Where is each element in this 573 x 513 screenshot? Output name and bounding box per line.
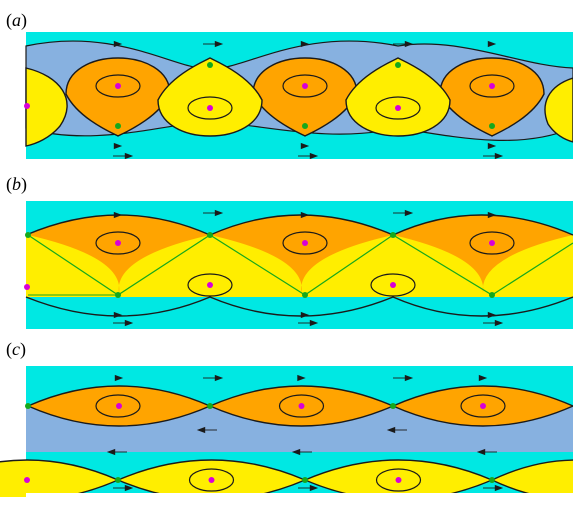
- streamline-arrowhead: [196, 426, 206, 434]
- separatrix-arrowhead: [113, 311, 123, 319]
- streamline-arrowhead: [214, 374, 224, 382]
- closed-streamline: [375, 96, 421, 120]
- saddle-point: [302, 477, 308, 483]
- closed-streamline: [188, 468, 235, 492]
- separatrix-arrowhead: [297, 374, 306, 382]
- saddle-point: [302, 292, 308, 298]
- streamline-arrowhead: [309, 319, 319, 327]
- closed-streamline: [469, 231, 515, 255]
- center-point: [395, 105, 401, 111]
- streamline-arrowhead: [214, 209, 224, 217]
- saddle-point: [390, 232, 396, 238]
- saddle-point: [395, 62, 401, 68]
- yellow-vortex-cell: [490, 459, 573, 497]
- closed-streamline: [95, 394, 141, 418]
- saddle-point: [115, 292, 121, 298]
- flow-panel-a: [24, 32, 573, 160]
- center-point: [24, 477, 30, 483]
- flow-panel-c: [0, 366, 573, 497]
- streamline-arrowhead: [124, 152, 134, 160]
- center-point: [208, 477, 215, 483]
- separatrix-arrowhead: [300, 142, 310, 150]
- closed-streamline: [282, 74, 328, 98]
- separatrix-arrowhead: [487, 142, 497, 150]
- center-point: [480, 403, 486, 409]
- saddle-point: [489, 123, 495, 129]
- separatrix-arrowhead: [300, 311, 310, 319]
- panel-label-a: (a): [6, 10, 27, 30]
- saddle-point: [207, 403, 213, 409]
- closed-streamline: [95, 74, 141, 98]
- streamline-arrowhead: [214, 40, 224, 48]
- center-point: [302, 83, 308, 89]
- streamline-arrowhead: [309, 152, 319, 160]
- panel-bottom-edge: [26, 493, 573, 497]
- streamline-arrowhead: [404, 374, 414, 382]
- channel-lower: [26, 297, 573, 329]
- saddle-point: [489, 477, 495, 483]
- saddle-point: [207, 62, 213, 68]
- center-point: [116, 403, 122, 409]
- closed-streamline: [95, 231, 141, 255]
- saddle-point: [207, 232, 213, 238]
- center-point: [24, 284, 30, 290]
- closed-streamline: [282, 231, 328, 255]
- closed-streamline: [187, 96, 233, 120]
- separatrix-arrowhead: [113, 40, 123, 48]
- streamline-arrowhead: [124, 319, 134, 327]
- separatrix-arrowhead: [300, 211, 310, 219]
- streamline-arrowhead: [494, 319, 504, 327]
- center-point: [489, 240, 495, 246]
- saddle-point: [115, 123, 121, 129]
- streamline-arrowhead: [386, 426, 396, 434]
- closed-streamline: [375, 468, 422, 492]
- streamline-arrowhead: [291, 448, 301, 456]
- separatrix-arrowhead: [113, 211, 123, 219]
- separatrix-arrowhead: [487, 211, 497, 219]
- streamline-arrowhead: [476, 448, 486, 456]
- flow-panel-b: [24, 201, 573, 329]
- streamline-arrowhead: [124, 484, 134, 492]
- streamline-arrowhead: [494, 484, 504, 492]
- saddle-point: [390, 403, 396, 409]
- saddle-point: [489, 292, 495, 298]
- panel-label-c: (c): [6, 339, 26, 359]
- closed-streamline: [278, 394, 325, 418]
- yellow-vortex-cell-partial: [25, 67, 68, 147]
- saddle-point: [25, 403, 31, 409]
- center-point: [390, 282, 396, 288]
- saddle-point: [115, 477, 121, 483]
- streamline-arrowhead: [404, 209, 414, 217]
- streamline-arrowhead: [404, 40, 414, 48]
- yellow-vortex-cell-partial: [544, 77, 573, 143]
- streamline-arrowhead: [106, 448, 116, 456]
- separatrix-arrowhead: [487, 40, 497, 48]
- center-point: [489, 83, 495, 89]
- closed-streamline: [460, 394, 506, 418]
- center-point: [302, 240, 308, 246]
- channel-upper: [26, 201, 573, 235]
- center-point: [298, 403, 305, 409]
- separatrix-arrowhead: [487, 311, 497, 319]
- saddle-point: [302, 123, 308, 129]
- closed-streamline: [370, 273, 416, 297]
- separatrix-arrowhead: [113, 142, 123, 150]
- orange-vortex-cell: [393, 215, 573, 293]
- closed-streamline: [187, 273, 233, 297]
- panel-label-b: (b): [6, 174, 27, 194]
- separatrix-arrowhead: [478, 374, 488, 382]
- streamline-arrowhead: [309, 484, 319, 492]
- separatrix-arrowhead: [114, 374, 124, 382]
- center-point: [207, 105, 213, 111]
- saddle-point: [25, 232, 31, 238]
- center-point: [207, 282, 213, 288]
- streamline-arrowhead: [494, 152, 504, 160]
- center-point: [115, 240, 121, 246]
- center-point: [395, 477, 402, 483]
- closed-streamline: [469, 74, 515, 98]
- separatrix-arrowhead: [300, 40, 310, 48]
- center-point: [115, 83, 121, 89]
- center-point: [24, 103, 30, 109]
